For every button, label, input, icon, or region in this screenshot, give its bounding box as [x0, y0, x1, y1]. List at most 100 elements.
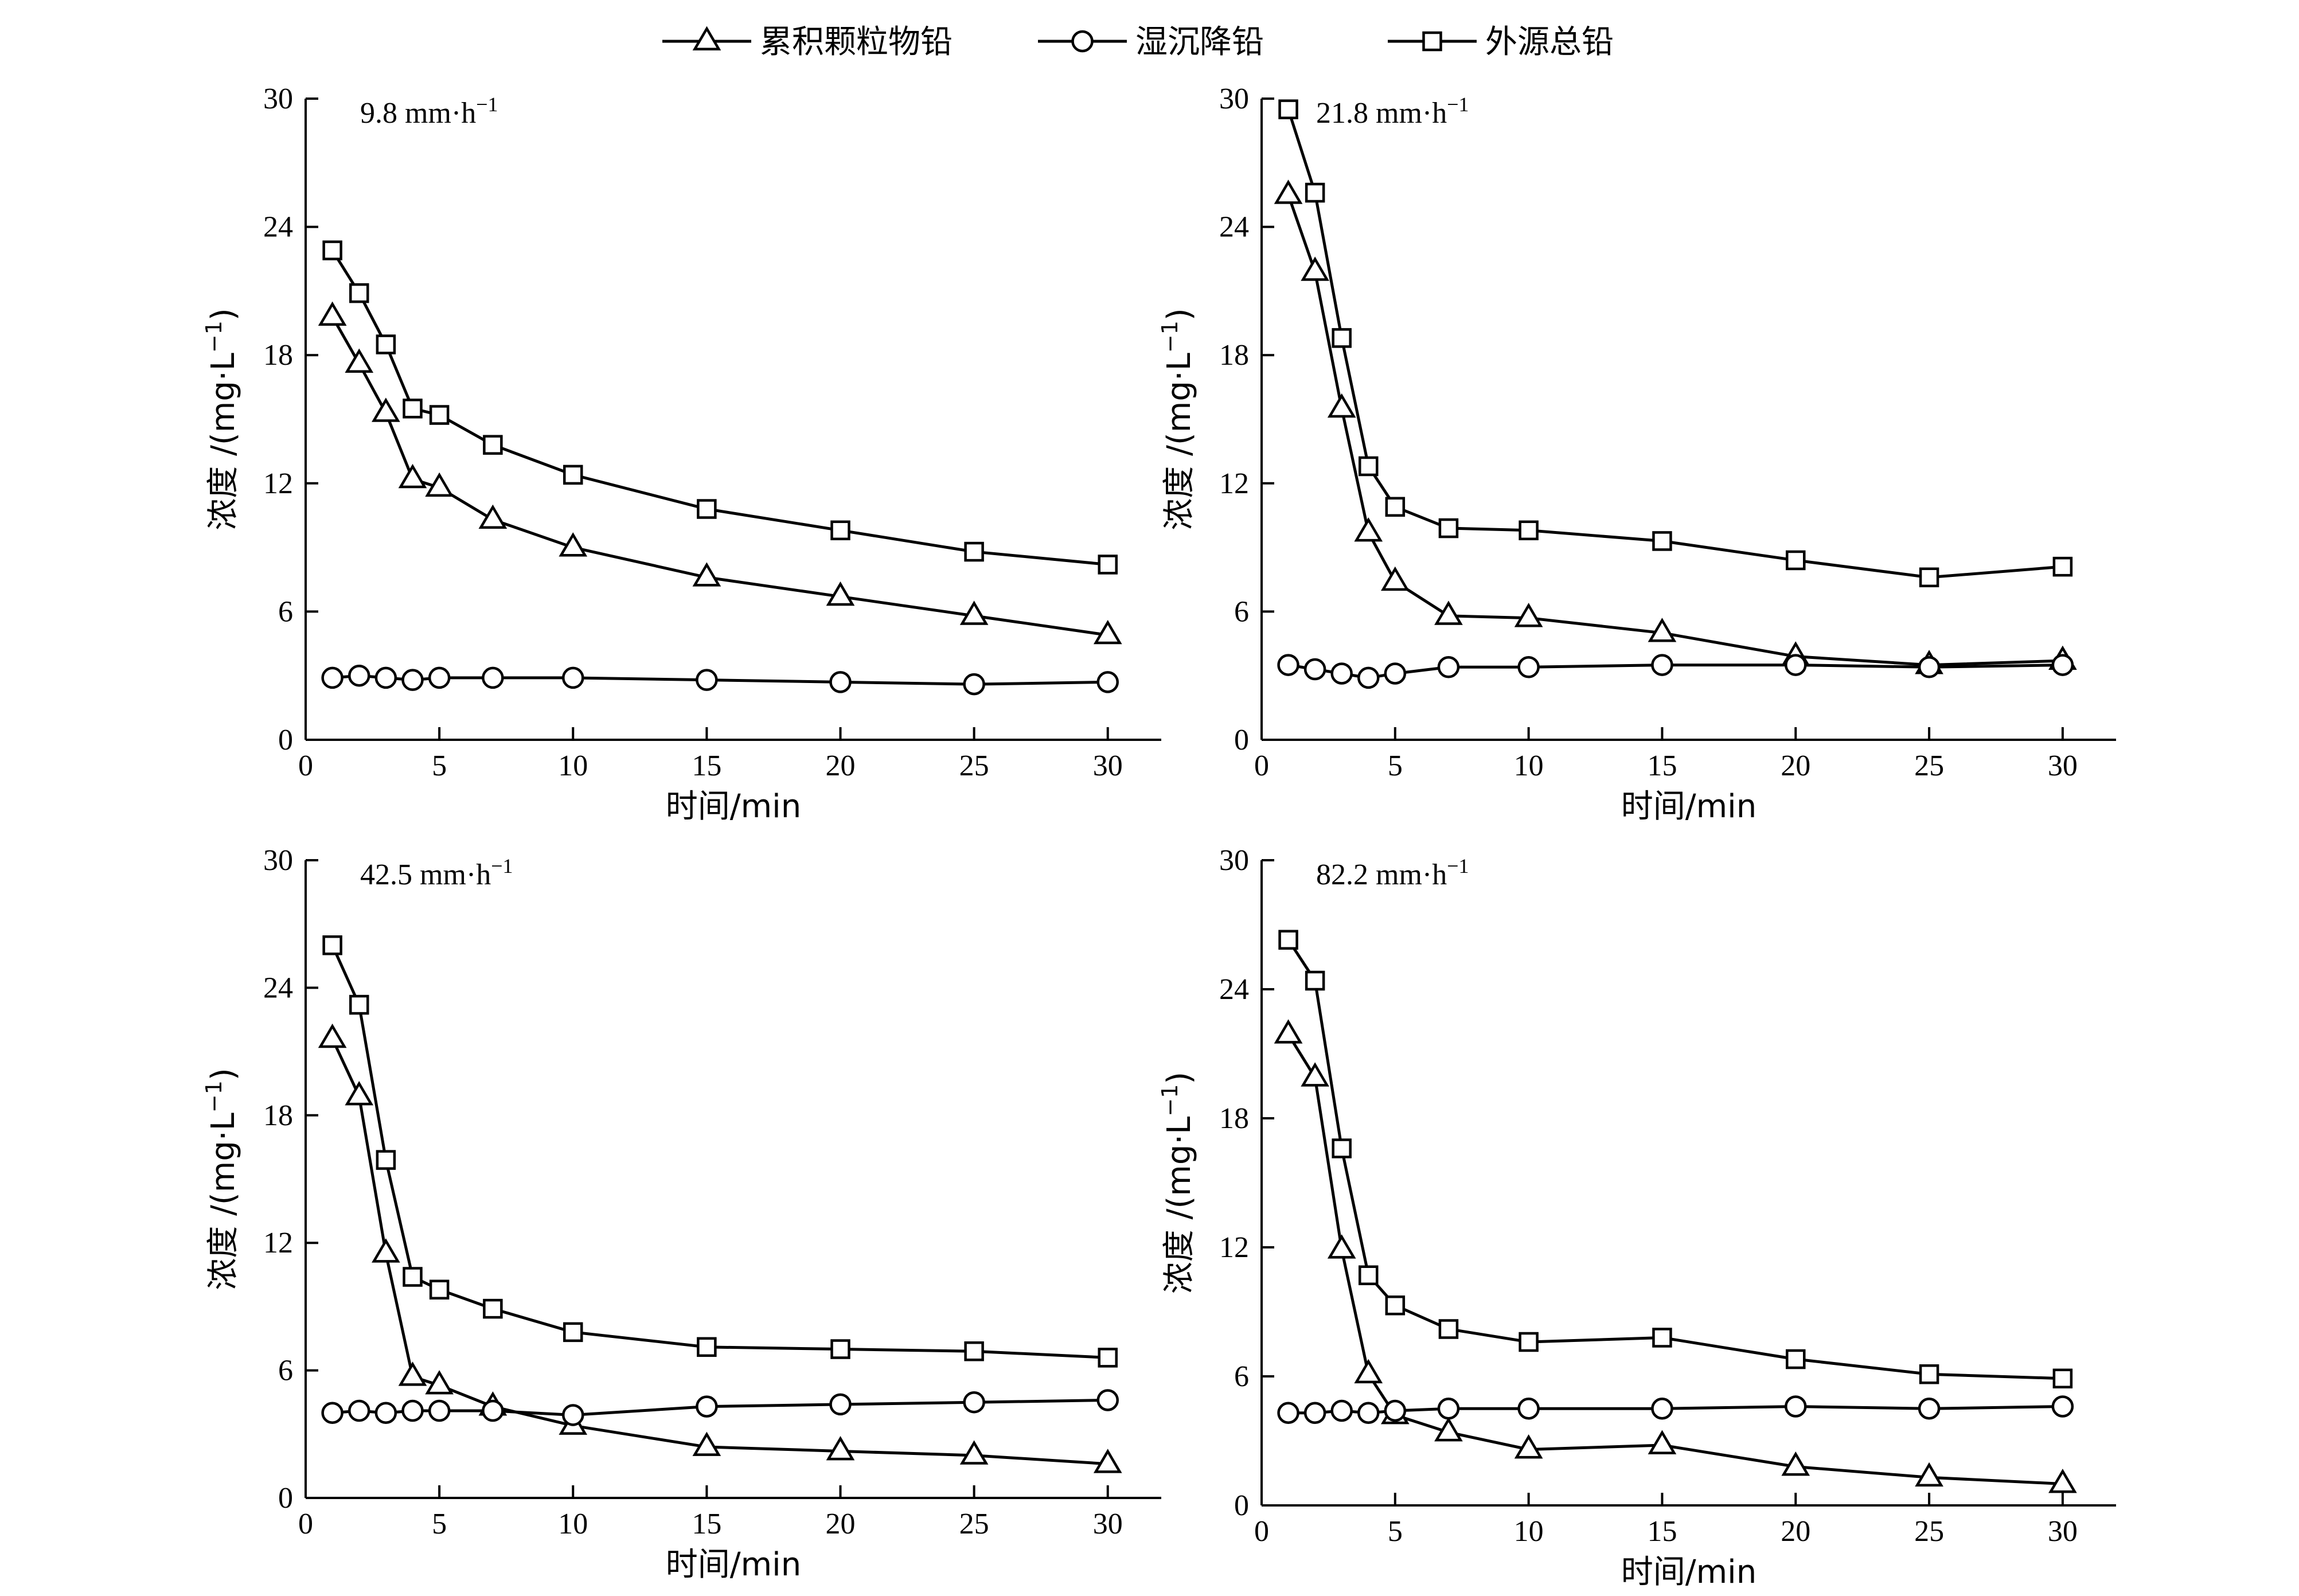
rain-intensity-label: 21.8 mm·h−1 — [1316, 93, 1469, 130]
x-tick-label: 0 — [1254, 1515, 1269, 1548]
data-point-circle — [2051, 1395, 2074, 1418]
rain-intensity-label: 9.8 mm·h−1 — [360, 93, 498, 130]
x-tick-label: 0 — [298, 750, 313, 782]
x-tick-label: 25 — [1914, 750, 1944, 782]
data-point-circle — [562, 1404, 584, 1426]
data-point-circle — [1303, 658, 1326, 681]
data-point-triangle — [318, 1023, 347, 1048]
x-tick-label: 0 — [1254, 750, 1269, 782]
data-point-square — [1519, 1332, 1539, 1352]
x-tick-label: 15 — [1647, 1515, 1677, 1548]
data-point-square — [1359, 456, 1379, 477]
data-point-triangle — [372, 397, 400, 422]
rain-intensity-label: 42.5 mm·h−1 — [360, 854, 513, 891]
data-point-triangle — [372, 1238, 400, 1263]
y-tick-label: 30 — [263, 844, 293, 877]
y-tick-label: 18 — [263, 1099, 293, 1132]
data-point-triangle — [425, 472, 454, 497]
data-point-square — [1332, 1138, 1352, 1158]
rain-intensity-label: 82.2 mm·h−1 — [1316, 854, 1469, 891]
x-tick-label: 20 — [1781, 750, 1810, 782]
data-point-square — [1385, 497, 1406, 517]
data-point-triangle — [959, 600, 989, 625]
x-tick-label: 15 — [692, 1508, 721, 1540]
data-point-triangle — [1434, 600, 1463, 625]
x-axis-title: 时间/min — [1621, 788, 1757, 825]
data-point-triangle — [826, 581, 855, 606]
data-point-circle — [1277, 654, 1299, 676]
data-point-square — [483, 435, 503, 455]
series-circle — [321, 1389, 1119, 1426]
data-point-triangle — [1380, 566, 1410, 591]
rain-intensity-sup: −1 — [1447, 93, 1469, 116]
data-point-circle — [401, 1399, 424, 1422]
y-axis-title: 浓度 /(mg·L−1) — [201, 1068, 242, 1290]
rain-intensity-sup: −1 — [1447, 854, 1469, 877]
y-tick-label: 0 — [1234, 1489, 1249, 1522]
data-point-circle — [1357, 1402, 1380, 1424]
data-point-circle — [482, 1399, 504, 1422]
data-point-triangle — [1648, 618, 1677, 642]
data-point-circle — [428, 1399, 451, 1422]
data-point-square — [697, 499, 717, 519]
data-point-square — [2052, 556, 2073, 577]
data-point-triangle — [1301, 256, 1329, 281]
data-point-square — [1519, 520, 1539, 541]
data-point-circle — [1357, 666, 1380, 689]
data-point-triangle — [1274, 1019, 1303, 1044]
data-point-triangle — [559, 532, 588, 557]
data-point-triangle — [692, 1431, 721, 1456]
data-point-triangle — [345, 348, 374, 373]
data-point-triangle — [398, 463, 427, 489]
data-point-triangle — [425, 1370, 454, 1395]
data-point-triangle — [345, 1080, 374, 1106]
data-point-triangle — [1354, 517, 1383, 542]
y-axis-title-sup: −1 — [201, 321, 227, 353]
data-point-circle — [829, 1393, 852, 1416]
data-point-circle — [401, 669, 424, 691]
data-point-square — [1652, 1328, 1672, 1348]
data-point-square — [376, 1150, 396, 1170]
data-point-circle — [1330, 662, 1353, 685]
y-axis-title: 浓度 /(mg·L−1) — [1157, 308, 1198, 530]
data-point-triangle — [826, 1436, 855, 1461]
data-point-square — [563, 1322, 583, 1343]
data-point-square — [1098, 555, 1118, 575]
data-point-square — [964, 1341, 984, 1361]
x-axis-title: 时间/min — [666, 788, 801, 825]
data-point-triangle — [1354, 1359, 1383, 1384]
data-point-circle — [1918, 656, 1941, 678]
data-point-circle — [1096, 671, 1119, 693]
data-point-square — [322, 935, 342, 955]
data-point-square — [1332, 328, 1352, 348]
x-tick-label: 10 — [1514, 750, 1544, 782]
data-point-triangle — [1514, 1434, 1543, 1459]
y-tick-label: 30 — [1219, 844, 1249, 877]
data-point-square — [403, 1267, 423, 1287]
data-point-circle — [1785, 654, 1807, 676]
data-point-circle — [1918, 1398, 1941, 1420]
data-point-circle — [374, 1402, 397, 1424]
y-axis-title-text: 浓度 /(mg·L−1) — [1157, 1072, 1198, 1294]
data-point-square — [1786, 550, 1806, 571]
rain-intensity-value: 42.5 mm·h — [360, 859, 491, 891]
y-axis-title-close: ) — [205, 308, 242, 321]
data-point-circle — [1517, 656, 1540, 678]
y-tick-label: 6 — [1234, 1360, 1249, 1393]
y-axis-title-sup: −1 — [201, 1080, 227, 1113]
data-point-triangle — [1301, 1062, 1329, 1087]
series-square — [322, 240, 1118, 575]
x-tick-label: 30 — [2048, 750, 2078, 782]
rain-intensity-sup: −1 — [491, 854, 513, 877]
x-axis-title: 时间/min — [1621, 1554, 1757, 1591]
rain-intensity-value: 9.8 mm·h — [360, 97, 476, 130]
data-point-circle — [562, 666, 584, 689]
data-point-square — [964, 541, 984, 562]
data-point-circle — [696, 1395, 718, 1418]
x-tick-label: 15 — [692, 750, 721, 782]
data-point-circle — [348, 664, 370, 687]
legend-item-circle: 湿沉降铅 — [1038, 24, 1264, 61]
y-tick-label: 30 — [263, 83, 293, 115]
